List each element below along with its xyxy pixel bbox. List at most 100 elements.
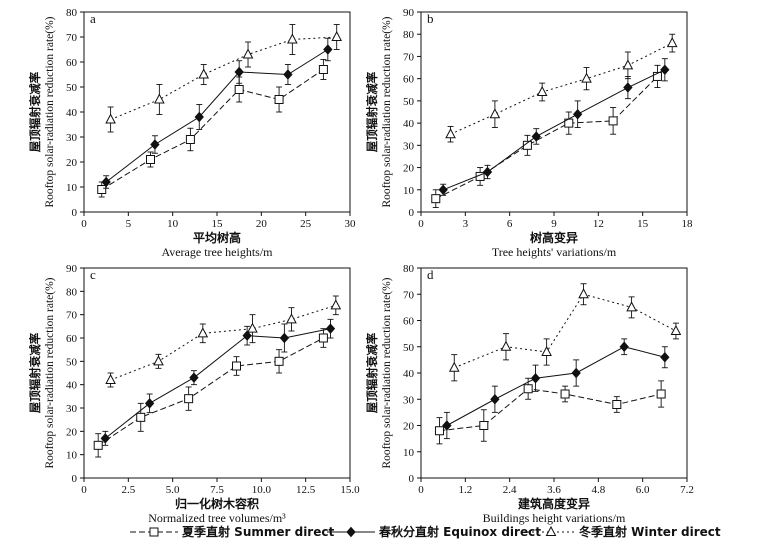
x-tick-label: 18 (682, 218, 694, 230)
series-line (435, 76, 658, 200)
series-summer (93, 328, 328, 458)
data-point (490, 393, 500, 405)
data-point (198, 68, 210, 79)
data-point (318, 65, 328, 74)
y-tick-label: 40 (66, 107, 78, 119)
panel-d: d 0 10 20 30 40 50 60 70 80 0 1.2 2.4 3.6 4.8 6.0 7.2 建筑高… (365, 263, 694, 525)
y-tick-label: 0 (72, 207, 78, 219)
y-tick-label: 60 (66, 57, 78, 69)
y-tick-label: 80 (66, 7, 78, 19)
x-axis-label-en: Normalized tree volumes/m³ (148, 511, 286, 525)
data-point (318, 333, 328, 343)
x-tick-label: 7.5 (210, 484, 224, 496)
x-tick-label: 25 (300, 218, 312, 230)
data-point (523, 384, 533, 394)
data-point (330, 299, 342, 310)
series-winter (445, 33, 678, 143)
x-tick-label: 15.0 (340, 484, 360, 496)
legend-label-winter: 冬季直射 Winter direct (579, 524, 721, 539)
x-tick-label: 3.6 (547, 484, 561, 496)
y-axis-label-cn: 屋顶辐射衰减率 (28, 332, 42, 413)
y-tick-label: 30 (66, 403, 78, 415)
x-axis-label-cn: 平均树高 (193, 230, 241, 245)
legend-label-equinox: 春秋分直射 Equinox direct (378, 524, 541, 539)
legend-marker-winter (545, 525, 557, 536)
x-axis-label-en: Buildings height variations/m (483, 511, 626, 525)
y-tick-label: 40 (403, 118, 415, 130)
y-tick-label: 0 (72, 473, 78, 485)
x-tick-label: 0 (418, 484, 424, 496)
series-winter (105, 24, 343, 133)
panel-c: c 0 10 20 30 40 50 60 70 80 90 0 2.5 5.0 7.5 10.0 12.5 15… (28, 263, 360, 525)
data-point (445, 128, 456, 139)
panel-letter: d (427, 267, 434, 282)
y-tick-label: 10 (66, 450, 78, 462)
data-point (325, 323, 336, 334)
y-tick-label: 60 (403, 316, 415, 328)
x-tick-label: 0 (418, 218, 424, 230)
panel-letter: a (90, 11, 96, 26)
x-tick-label: 4.8 (591, 484, 605, 496)
data-point (670, 324, 682, 335)
data-point (185, 135, 195, 144)
y-tick-label: 80 (403, 263, 415, 275)
y-tick-label: 80 (66, 286, 78, 298)
data-point (660, 64, 670, 76)
data-point (541, 345, 552, 356)
data-point (194, 111, 204, 123)
y-tick-label: 10 (66, 182, 78, 194)
y-tick-label: 0 (409, 207, 415, 219)
data-point (274, 95, 284, 104)
series-summer (431, 64, 662, 209)
series-equinox (100, 318, 336, 446)
series-equinox (101, 37, 333, 189)
y-axis-label-en: Rooftop solar-radiation reduction rate(%… (44, 277, 56, 468)
x-tick-label: 10.0 (252, 484, 272, 496)
data-point (482, 166, 493, 178)
y-axis-label-cn: 屋顶辐射衰减率 (28, 71, 42, 152)
plot-frame (420, 11, 688, 213)
data-point (489, 108, 501, 119)
data-point (323, 44, 333, 55)
y-tick-label: 50 (66, 356, 78, 368)
y-tick-label: 10 (403, 447, 415, 459)
data-point (247, 322, 258, 333)
data-point (536, 85, 548, 96)
legend-marker-equinox (346, 526, 356, 538)
y-axis-label-cn: 屋顶辐射衰减率 (365, 71, 379, 152)
data-point (153, 355, 164, 366)
data-point (500, 340, 512, 351)
x-tick-label: 7.2 (680, 484, 694, 496)
series-line (101, 69, 324, 190)
series-line (104, 328, 331, 439)
series-equinox (438, 58, 670, 196)
y-tick-label: 70 (66, 310, 78, 322)
x-tick-label: 6 (507, 218, 513, 230)
series-line (110, 304, 336, 381)
data-point (438, 184, 448, 196)
y-tick-label: 90 (403, 7, 415, 19)
y-tick-label: 50 (66, 82, 78, 94)
series-summer (434, 377, 666, 445)
data-point (431, 194, 441, 204)
y-tick-label: 20 (66, 426, 78, 438)
y-tick-label: 30 (66, 132, 78, 144)
y-tick-label: 50 (403, 96, 415, 108)
data-point (448, 361, 460, 372)
data-point (656, 389, 666, 399)
data-point (105, 373, 116, 384)
panel-letter: b (427, 11, 434, 26)
x-axis-label-en: Tree heights' variations/m (492, 245, 617, 259)
data-point (572, 108, 583, 120)
x-axis-label-cn: 树高变异 (530, 230, 578, 245)
plot-frame (83, 267, 351, 479)
data-point (144, 398, 155, 409)
y-tick-label: 40 (66, 380, 78, 392)
x-tick-label: 12.5 (296, 484, 316, 496)
x-tick-label: 12 (593, 218, 604, 230)
x-tick-label: 10 (167, 218, 179, 230)
data-point (530, 372, 541, 384)
panel-a: a 0 10 20 30 40 50 60 70 80 0 5 10 15 20 25 30 平均树高Averag… (28, 7, 356, 259)
